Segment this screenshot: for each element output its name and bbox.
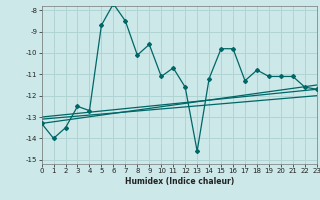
X-axis label: Humidex (Indice chaleur): Humidex (Indice chaleur) — [124, 177, 234, 186]
